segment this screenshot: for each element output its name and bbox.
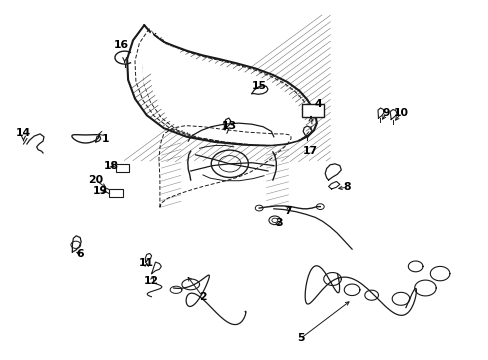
Text: 18: 18: [104, 161, 119, 171]
Text: 5: 5: [296, 333, 304, 343]
FancyBboxPatch shape: [116, 164, 129, 172]
Text: 11: 11: [139, 258, 154, 268]
Text: 20: 20: [88, 175, 102, 185]
Text: 3: 3: [274, 218, 282, 228]
FancyBboxPatch shape: [302, 104, 323, 117]
Text: 8: 8: [343, 182, 350, 192]
Text: 7: 7: [284, 206, 292, 216]
Text: 19: 19: [93, 186, 107, 196]
Text: 16: 16: [114, 40, 128, 50]
Polygon shape: [142, 31, 310, 145]
Text: 1: 1: [101, 134, 109, 144]
Text: 6: 6: [77, 249, 84, 259]
Text: 13: 13: [222, 121, 237, 131]
Text: 2: 2: [199, 292, 206, 302]
FancyBboxPatch shape: [108, 189, 122, 197]
Text: 14: 14: [16, 128, 31, 138]
Text: 17: 17: [303, 146, 317, 156]
Text: 4: 4: [313, 99, 321, 109]
Text: 12: 12: [144, 276, 159, 286]
Text: 10: 10: [393, 108, 407, 118]
Text: 9: 9: [382, 108, 389, 118]
Text: 15: 15: [251, 81, 266, 91]
